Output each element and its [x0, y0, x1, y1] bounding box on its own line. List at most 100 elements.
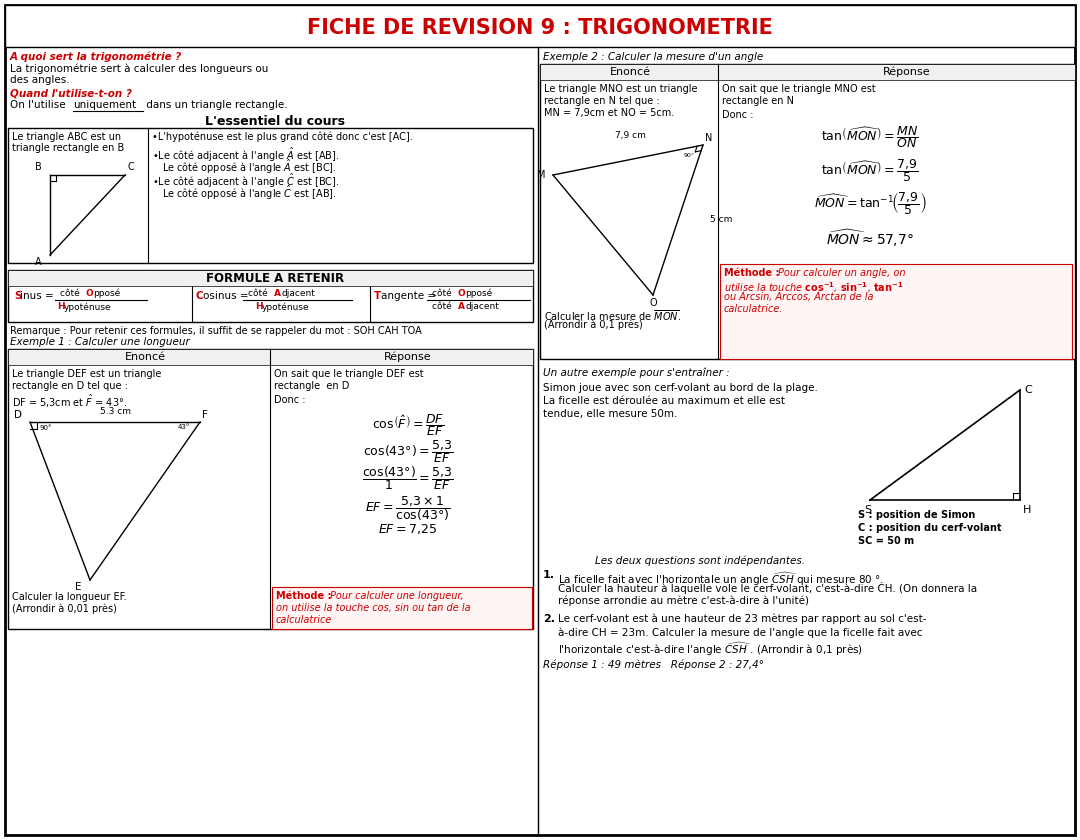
Text: O: O — [86, 289, 94, 298]
Text: A: A — [36, 257, 42, 267]
Text: DF = 5,3cm et $\hat{F}$ = 43°.: DF = 5,3cm et $\hat{F}$ = 43°. — [12, 393, 127, 410]
Text: D: D — [14, 410, 22, 420]
Text: $\tan\!\left(\widehat{MON}\right) = \dfrac{MN}{ON}$: $\tan\!\left(\widehat{MON}\right) = \dfr… — [821, 124, 919, 150]
Text: pposé: pposé — [93, 289, 120, 298]
Text: Exemple 2 : Calculer la mesure d'un angle: Exemple 2 : Calculer la mesure d'un angl… — [543, 52, 764, 62]
Text: Méthode :: Méthode : — [724, 268, 783, 278]
Bar — [8, 349, 534, 365]
Text: C: C — [1024, 385, 1031, 395]
Text: O: O — [458, 289, 465, 298]
Text: $\tan\!\left(\widehat{MON}\right) = \dfrac{7{,}9}{5}$: $\tan\!\left(\widehat{MON}\right) = \dfr… — [822, 157, 919, 184]
Text: On l'utilise: On l'utilise — [10, 100, 69, 110]
Text: calculatrice.: calculatrice. — [724, 304, 783, 314]
Text: côté: côté — [432, 302, 455, 311]
Text: rectangle en N: rectangle en N — [723, 96, 794, 106]
Text: •Le côté adjacent à l'angle $\hat{A}$ est [AB].: •Le côté adjacent à l'angle $\hat{A}$ es… — [152, 146, 339, 164]
Text: FICHE DE REVISION 9 : TRIGONOMETRIE: FICHE DE REVISION 9 : TRIGONOMETRIE — [307, 18, 773, 38]
Text: côté: côté — [60, 289, 83, 298]
Text: Les deux questions sont indépendantes.: Les deux questions sont indépendantes. — [595, 555, 805, 565]
Text: •Le côté adjacent à l'angle $\hat{C}$ est [BC].: •Le côté adjacent à l'angle $\hat{C}$ es… — [152, 172, 339, 190]
Text: F: F — [202, 410, 207, 420]
Text: 90°: 90° — [684, 153, 696, 158]
Text: 5 cm: 5 cm — [710, 216, 732, 224]
Text: A: A — [458, 302, 465, 311]
Text: $\dfrac{\cos\!\left(43°\right)}{1} = \dfrac{5{,}3}{EF}$: $\dfrac{\cos\!\left(43°\right)}{1} = \df… — [362, 464, 454, 492]
Text: Simon joue avec son cerf-volant au bord de la plage.: Simon joue avec son cerf-volant au bord … — [543, 383, 818, 393]
Text: Calculer la hauteur à laquelle vole le cerf-volant, c'est-à-dire CH. (On donnera: Calculer la hauteur à laquelle vole le c… — [558, 583, 977, 594]
Text: osinus =: osinus = — [203, 291, 252, 301]
Text: 2.: 2. — [543, 614, 555, 624]
Bar — [8, 270, 534, 322]
Text: H: H — [255, 302, 262, 311]
Text: rectangle en N tel que :: rectangle en N tel que : — [544, 96, 660, 106]
Text: (Arrondir à 0,01 près): (Arrondir à 0,01 près) — [12, 604, 117, 615]
Text: La ficelle fait avec l'horizontale un angle $\widehat{CSH}$ qui mesure 80 °.: La ficelle fait avec l'horizontale un an… — [558, 570, 883, 587]
Text: Calculer la mesure de $\overline{MON}$.: Calculer la mesure de $\overline{MON}$. — [544, 308, 681, 323]
Text: rectangle  en D: rectangle en D — [274, 381, 349, 391]
Text: on utilise la touche cos, sin ou tan de la: on utilise la touche cos, sin ou tan de … — [276, 603, 471, 613]
Text: Le triangle ABC est un: Le triangle ABC est un — [12, 132, 121, 142]
Text: Réponse 1 : 49 mètres   Réponse 2 : 27,4°: Réponse 1 : 49 mètres Réponse 2 : 27,4° — [543, 660, 764, 670]
Text: Calculer la longueur EF.: Calculer la longueur EF. — [12, 592, 126, 602]
Text: Enoncé: Enoncé — [609, 67, 650, 77]
Text: Un autre exemple pour s'entraîner :: Un autre exemple pour s'entraîner : — [543, 367, 730, 377]
Text: Le côté opposé à l'angle $\hat{A}$ est [BC].: Le côté opposé à l'angle $\hat{A}$ est [… — [162, 158, 337, 176]
Text: Le triangle DEF est un triangle: Le triangle DEF est un triangle — [12, 369, 161, 379]
Text: Le côté opposé à l'angle $\hat{C}$ est [AB].: Le côté opposé à l'angle $\hat{C}$ est [… — [162, 184, 337, 202]
Bar — [540, 64, 1075, 80]
Text: inus =: inus = — [21, 291, 57, 301]
Text: A: A — [274, 289, 281, 298]
Bar — [272, 587, 532, 629]
Text: La ficelle est déroulée au maximum et elle est: La ficelle est déroulée au maximum et el… — [543, 396, 785, 406]
Text: djacent: djacent — [465, 302, 499, 311]
Text: dans un triangle rectangle.: dans un triangle rectangle. — [143, 100, 287, 110]
Text: Méthode :: Méthode : — [276, 591, 335, 601]
Text: S: S — [864, 505, 872, 515]
Text: triangle rectangle en B: triangle rectangle en B — [12, 143, 124, 153]
Text: à-dire CH = 23m. Calculer la mesure de l'angle que la ficelle fait avec: à-dire CH = 23m. Calculer la mesure de l… — [558, 627, 922, 638]
Bar — [5, 5, 1075, 47]
Text: rectangle en D tel que :: rectangle en D tel que : — [12, 381, 127, 391]
Text: O: O — [649, 298, 657, 308]
Text: des angles.: des angles. — [10, 75, 69, 85]
Text: B: B — [36, 162, 42, 172]
Text: $\widehat{MON} \approx 57{,}7°$: $\widehat{MON} \approx 57{,}7°$ — [826, 228, 914, 249]
Bar — [540, 64, 1075, 359]
Text: A quoi sert la trigonométrie ?: A quoi sert la trigonométrie ? — [10, 52, 183, 62]
Text: H: H — [57, 302, 65, 311]
Text: Le triangle MNO est un triangle: Le triangle MNO est un triangle — [544, 84, 698, 94]
Text: côté: côté — [432, 289, 455, 298]
Bar — [8, 270, 534, 286]
Bar — [720, 264, 1072, 359]
Text: On sait que le triangle DEF est: On sait que le triangle DEF est — [274, 369, 423, 379]
Text: Réponse: Réponse — [883, 66, 931, 77]
Text: ypoténuse: ypoténuse — [262, 302, 310, 312]
Text: pposé: pposé — [465, 289, 492, 298]
Text: calculatrice: calculatrice — [276, 615, 333, 625]
Text: Quand l'utilise-t-on ?: Quand l'utilise-t-on ? — [10, 88, 132, 98]
Text: Pour calculer une longueur,: Pour calculer une longueur, — [330, 591, 463, 601]
Text: Exemple 1 : Calculer une longueur: Exemple 1 : Calculer une longueur — [10, 337, 190, 347]
Text: L'essentiel du cours: L'essentiel du cours — [205, 115, 345, 128]
Text: Donc :: Donc : — [274, 395, 306, 405]
Text: ypoténuse: ypoténuse — [64, 302, 111, 312]
Text: l'horizontale c'est-à-dire l'angle $\widehat{CSH}$ . (Arrondir à 0,1 près): l'horizontale c'est-à-dire l'angle $\wid… — [558, 640, 863, 658]
Text: $EF = \dfrac{5{,}3 \times 1}{\cos\!\left(43°\right)}$: $EF = \dfrac{5{,}3 \times 1}{\cos\!\left… — [365, 494, 450, 523]
Text: (Arrondir à 0,1 près): (Arrondir à 0,1 près) — [544, 320, 643, 330]
Text: MN = 7,9cm et NO = 5cm.: MN = 7,9cm et NO = 5cm. — [544, 108, 674, 118]
Text: réponse arrondie au mètre c'est-à-dire à l'unité): réponse arrondie au mètre c'est-à-dire à… — [558, 596, 809, 606]
Text: Remarque : Pour retenir ces formules, il suffit de se rappeler du mot : SOH CAH : Remarque : Pour retenir ces formules, il… — [10, 326, 422, 336]
Text: N: N — [705, 133, 713, 143]
Text: S: S — [14, 291, 22, 301]
Text: •L'hypoténuse est le plus grand côté donc c'est [AC].: •L'hypoténuse est le plus grand côté don… — [152, 132, 413, 143]
Text: C: C — [127, 162, 134, 172]
Text: Pour calculer un angle, on: Pour calculer un angle, on — [778, 268, 905, 278]
Text: 90°: 90° — [39, 425, 52, 431]
Text: tendue, elle mesure 50m.: tendue, elle mesure 50m. — [543, 409, 677, 419]
Text: 43°: 43° — [178, 424, 190, 430]
Text: H: H — [1023, 505, 1031, 515]
Text: La trigonométrie sert à calculer des longueurs ou: La trigonométrie sert à calculer des lon… — [10, 64, 268, 75]
Text: Donc :: Donc : — [723, 110, 754, 120]
Text: ou Arcsin, Arccos, Arctan de la: ou Arcsin, Arccos, Arctan de la — [724, 292, 874, 302]
Text: djacent: djacent — [281, 289, 315, 298]
